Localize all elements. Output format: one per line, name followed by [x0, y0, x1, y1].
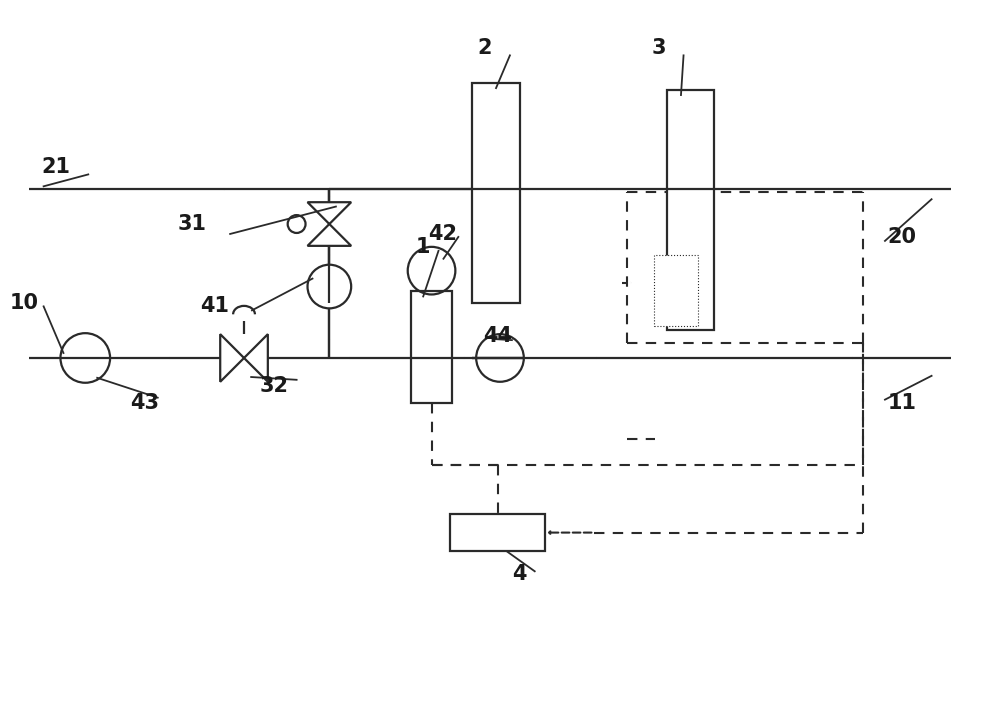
- Polygon shape: [244, 334, 268, 382]
- Bar: [472, 83, 520, 304]
- Text: 20: 20: [887, 227, 916, 247]
- Text: 44: 44: [484, 326, 513, 346]
- Bar: [654, 255, 698, 326]
- Text: 42: 42: [428, 224, 457, 244]
- Bar: [411, 292, 452, 403]
- Bar: [667, 90, 714, 330]
- Text: 32: 32: [259, 376, 288, 396]
- Polygon shape: [220, 334, 244, 382]
- Polygon shape: [308, 202, 351, 224]
- Text: 41: 41: [200, 297, 229, 316]
- Text: 1: 1: [415, 237, 430, 257]
- Text: 11: 11: [887, 393, 916, 413]
- Polygon shape: [308, 224, 351, 246]
- Text: 21: 21: [41, 157, 70, 178]
- Text: 10: 10: [9, 293, 38, 314]
- Text: 43: 43: [130, 393, 159, 413]
- Text: 2: 2: [478, 38, 492, 59]
- Text: 31: 31: [178, 214, 207, 234]
- Text: 4: 4: [513, 564, 527, 584]
- Bar: [450, 514, 545, 552]
- Text: 3: 3: [651, 38, 666, 59]
